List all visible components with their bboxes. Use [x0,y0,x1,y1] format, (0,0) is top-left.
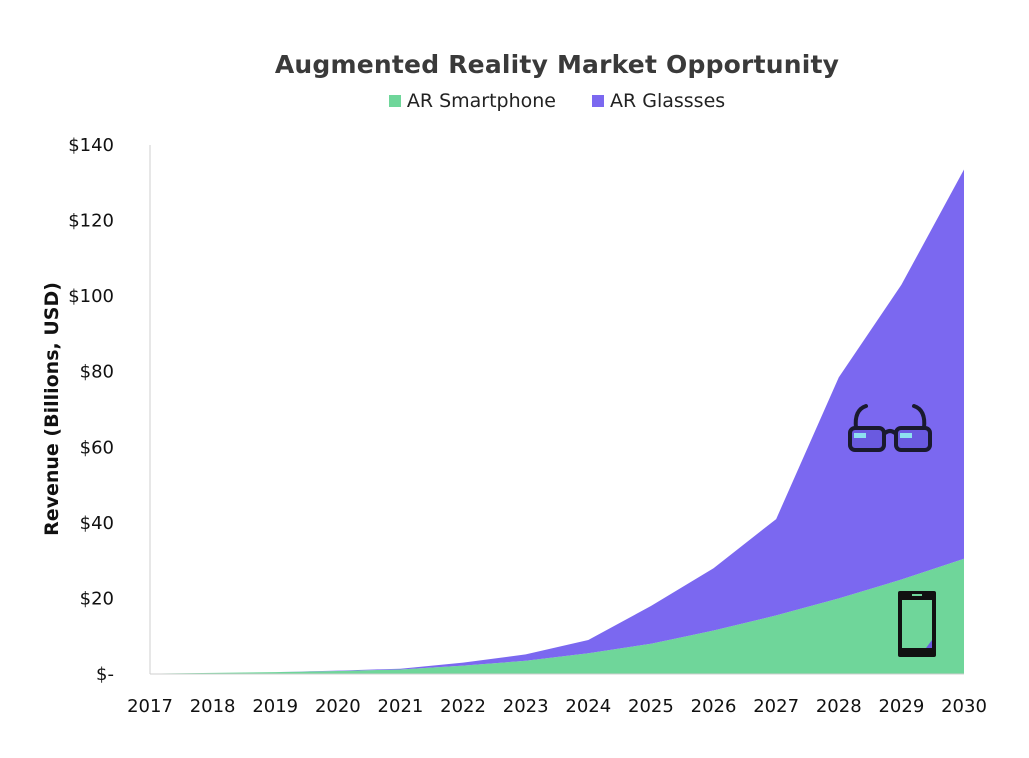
x-tick-label: 2020 [315,696,361,717]
series-areas [150,169,964,674]
legend-swatch-ar-smartphone [388,95,401,107]
legend-item-ar-glasses: AR Glassses [592,90,725,112]
x-tick-label: 2021 [378,696,424,717]
legend: AR Smartphone AR Glassses [150,90,964,112]
smartphone-icon [898,591,936,657]
y-tick-label: $120 [68,211,114,232]
glasses-icon [848,404,932,452]
axes [149,145,964,675]
x-tick-label: 2019 [252,696,298,717]
x-tick-label: 2022 [440,696,486,717]
x-tick-label: 2025 [628,696,674,717]
x-tick-label: 2029 [878,696,924,717]
x-tick-label: 2030 [941,696,987,717]
chart-title: Augmented Reality Market Opportunity [274,50,840,79]
x-tick-labels: 2017 2018 2019 2020 2021 2022 2023 2024 2025 2026… [127,696,987,717]
legend-label-ar-smartphone: AR Smartphone [406,90,556,112]
y-tick-label: $40 [80,513,114,534]
y-tick-label: $140 [68,135,114,156]
y-tick-labels: $- $20 $40 $60 $80 $100 $120 $140 [68,135,114,685]
y-tick-label: $80 [80,362,114,383]
area-ar-glassses [150,169,964,674]
area-ar-smartphone [150,558,964,674]
x-tick-label: 2018 [190,696,236,717]
x-tick-label: 2023 [503,696,549,717]
y-tick-label: $100 [68,286,114,307]
legend-label-ar-glasses: AR Glassses [610,90,726,112]
x-tick-label: 2024 [565,696,611,717]
y-tick-label: $- [96,664,114,685]
legend-swatch-ar-glasses [592,95,604,107]
x-tick-label: 2017 [127,696,173,717]
x-tick-label: 2027 [753,696,799,717]
legend-item-ar-smartphone: AR Smartphone [388,90,556,112]
y-tick-label: $60 [80,437,114,458]
y-tick-label: $20 [80,588,114,609]
x-tick-label: 2028 [816,696,862,717]
x-tick-label: 2026 [691,696,737,717]
